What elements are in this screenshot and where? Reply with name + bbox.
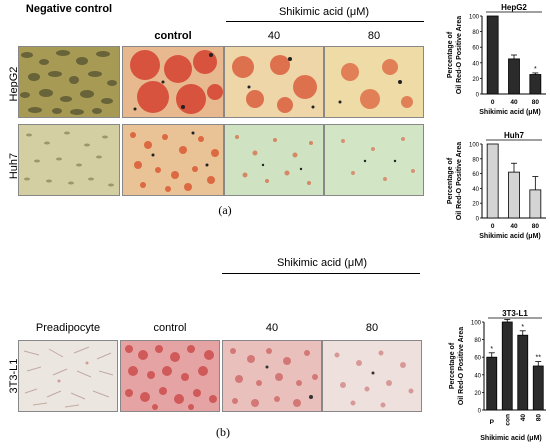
col-header-80-b: 80 [365,322,379,334]
x-tick-label: 0 [491,223,495,230]
x-tick-label: P [490,419,495,426]
treatment-label-b: Shikimic acid (μM) [276,257,368,269]
micrograph-huh7-control [122,124,224,196]
x-tick-label: 40 [510,223,518,230]
col-header-40-b: 40 [265,322,279,334]
bar-80 [529,189,542,219]
chart-title: HepG2 [501,3,527,12]
col-header-preadipocyte: Preadipocyte [35,322,101,334]
x-axis-label: Shikimic acid (μM) [480,435,541,442]
chart-3t3-l1: 3T3-L1 0 20 40 60 80 100 Percentage of Oil Red-O… [432,306,550,443]
col-header-negative-control: Negative control [25,3,113,15]
y-tick-label: 40 [472,61,479,67]
micrograph-3t3-40 [222,340,322,412]
y-tick-label: 40 [474,373,481,379]
y-tick-label: 0 [476,93,480,99]
chart-hepg2: HepG2 0 20 40 60 80 100 Percentage of Oil Red-O … [432,0,550,118]
y-axis-label-line2: Oil Red-O Positive Area [456,142,463,220]
micrograph-3t3-control [120,340,220,412]
y-tick-label: 60 [474,356,481,362]
y-tick-label: 80 [474,338,481,344]
bar-con [501,321,513,411]
col-header-80-a: 80 [367,30,381,42]
panel-a-caption: (a) [218,203,232,217]
y-tick-label: 80 [472,30,479,36]
bar-40 [517,334,529,411]
micrograph-hepg2-control [122,46,224,118]
bar-80 [529,74,542,95]
y-tick-label: 0 [476,217,480,223]
micrograph-hepg2-negative-control [18,46,120,118]
x-tick-label: con [504,414,511,426]
significance-marker: ** [536,355,542,362]
y-tick-label: 60 [472,46,479,52]
x-tick-label: 40 [520,414,527,422]
bar-P [486,356,498,411]
y-tick-label: 20 [472,202,479,208]
x-tick-label: 40 [510,99,518,106]
bar-0 [486,143,499,219]
micrograph-3t3-preadipocyte [18,340,118,412]
y-axis-label-line2: Oil Red-O Positive Area [458,327,465,405]
bar-40 [508,58,520,95]
y-tick-label: 40 [472,187,479,193]
panel-b-caption: (b) [216,425,230,439]
y-tick-label: 80 [472,157,479,163]
y-tick-label: 60 [472,172,479,178]
micrograph-huh7-40 [224,124,324,196]
col-header-control-b: control [153,322,187,334]
col-header-40-a: 40 [267,30,281,42]
chart-title: Huh7 [504,131,525,140]
y-tick-label: 20 [472,77,479,83]
x-tick-label: 80 [532,223,540,230]
x-axis-label: Shikimic acid (μM) [479,109,540,116]
x-tick-label: 0 [491,99,495,106]
y-tick-label: 100 [469,143,480,149]
y-tick-label: 20 [474,391,481,397]
treatment-label-a: Shikimic acid (μM) [278,6,370,18]
micrograph-huh7-80 [324,124,424,196]
bar-40 [508,171,520,219]
micrograph-hepg2-40 [224,46,324,118]
y-axis-label-line1: Percentage of [447,31,454,78]
y-axis-label-line1: Percentage of [449,342,456,389]
x-tick-label: 80 [535,414,542,422]
micrograph-3t3-80 [322,340,422,412]
chart-title: 3T3-L1 [502,309,528,318]
significance-marker: * [534,66,537,73]
treatment-bracket-b [222,273,420,274]
y-tick-label: 0 [478,409,482,415]
micrograph-hepg2-80 [324,46,424,118]
col-header-control: control [154,30,192,42]
y-tick-label: 100 [469,15,480,21]
x-tick-label: 80 [532,99,540,106]
bar-80 [532,365,544,411]
treatment-bracket-a [226,21,424,22]
bar-0 [486,15,499,95]
significance-marker: * [490,346,493,353]
y-axis-label-line2: Oil Red-O Positive Area [456,16,463,94]
y-tick-label: 100 [471,321,482,327]
micrograph-huh7-negative-control [18,124,120,196]
x-axis-label: Shikimic acid (μM) [479,233,540,240]
significance-marker: * [521,324,524,331]
y-axis-label-line1: Percentage of [447,157,454,204]
chart-huh7: Huh7 0 20 40 60 80 100 Percentage of Oil Red-O P… [432,130,550,240]
